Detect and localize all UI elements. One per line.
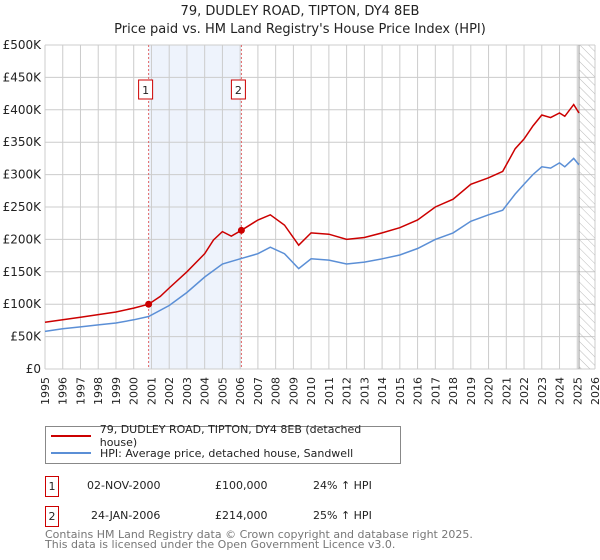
y-tick-label: £400K — [3, 103, 43, 117]
x-tick-label: 1995 — [39, 377, 52, 405]
sale-hpi: 24% ↑ HPI — [313, 479, 372, 492]
footer-licence: This data is licensed under the Open Gov… — [45, 538, 396, 551]
y-tick-label: £500K — [3, 38, 43, 52]
x-tick-label: 2011 — [323, 377, 336, 405]
x-tick-label: 2017 — [429, 377, 442, 405]
legend-label: HPI: Average price, detached house, Sand… — [100, 446, 354, 460]
sale-label: 2 — [235, 84, 242, 97]
sale-price: £214,000 — [215, 509, 268, 522]
x-tick-label: 2010 — [305, 377, 318, 405]
x-tick-label: 2009 — [287, 377, 300, 405]
series-line — [44, 103, 580, 324]
legend-swatch-red — [51, 435, 91, 437]
chart-title: 79, DUDLEY ROAD, TIPTON, DY4 8EB — [180, 4, 420, 19]
chart-subtitle: Price paid vs. HM Land Registry's House … — [114, 22, 486, 37]
y-tick-label: £150K — [3, 265, 43, 279]
x-tick-label: 2015 — [394, 377, 407, 405]
x-tick-label: 2021 — [500, 377, 513, 405]
sale-date: 02-NOV-2000 — [87, 479, 161, 492]
x-tick-label: 2026 — [589, 377, 600, 405]
x-tick-label: 2002 — [163, 377, 176, 405]
x-tick-label: 2004 — [199, 377, 212, 405]
legend-swatch-blue — [51, 452, 91, 454]
legend-label: 79, DUDLEY ROAD, TIPTON, DY4 8EB (detach… — [99, 423, 362, 449]
y-tick-label: £350K — [3, 135, 43, 149]
y-tick-label: £300K — [3, 168, 43, 182]
x-tick-label: 2003 — [181, 377, 194, 405]
sale-badge: 2 — [45, 506, 59, 527]
x-tick-label: 2007 — [252, 377, 265, 405]
x-tick-label: 2008 — [270, 377, 283, 405]
sale-label-box — [230, 79, 246, 100]
sale-label: 1 — [142, 84, 149, 97]
x-tick-label: 1997 — [74, 377, 87, 405]
x-tick-label: 2013 — [358, 377, 371, 405]
sale-point — [237, 226, 245, 234]
sale-badge: 1 — [45, 476, 59, 497]
x-tick-label: 2020 — [483, 377, 496, 405]
x-tick-label: 2001 — [145, 377, 158, 405]
x-tick-label: 2023 — [536, 377, 549, 405]
sale-price: £100,000 — [215, 479, 268, 492]
x-tick-label: 2018 — [447, 377, 460, 405]
series-line — [44, 157, 580, 333]
x-tick-label: 2006 — [234, 377, 247, 405]
hatched-future-region — [579, 45, 595, 369]
x-tick-label: 1998 — [92, 377, 105, 405]
y-tick-label: £100K — [3, 297, 43, 311]
footer: Contains HM Land Registry data © Crown c… — [45, 528, 473, 551]
sale-point — [145, 300, 153, 308]
sale-row: 1 02-NOV-2000 £100,000 24% ↑ HPI — [45, 476, 445, 497]
x-tick-label: 1996 — [57, 377, 70, 405]
sale-date: 24-JAN-2006 — [91, 509, 161, 522]
x-tick-label: 2019 — [465, 377, 478, 405]
legend-item-hpi: HPI: Average price, detached house, Sand… — [51, 445, 353, 461]
x-tick-label: 2000 — [128, 377, 141, 405]
legend: 79, DUDLEY ROAD, TIPTON, DY4 8EB (detach… — [45, 423, 401, 464]
x-tick-label: 2014 — [376, 377, 389, 405]
x-tick-label: 2005 — [216, 377, 229, 405]
price-chart: 1995 1996 1997 1998 1999 2000 2001 2002 2003 2004… — [3, 38, 600, 405]
legend-item-property: 79, DUDLEY ROAD, TIPTON, DY4 8EB (detach… — [51, 423, 400, 449]
y-tick-label: £50K — [10, 330, 42, 344]
footer-copyright: Contains HM Land Registry data © Crown c… — [45, 528, 473, 541]
x-tick-label: 1999 — [110, 377, 123, 405]
y-tick-label: £250K — [3, 200, 43, 214]
sale-row: 2 24-JAN-2006 £214,000 25% ↑ HPI — [45, 506, 445, 527]
y-tick-label: £200K — [3, 232, 43, 246]
x-tick-label: 2012 — [341, 377, 354, 405]
x-tick-label: 2025 — [571, 377, 584, 405]
y-tick-label: £450K — [3, 70, 43, 84]
x-tick-label: 2016 — [412, 377, 425, 405]
x-tick-label: 2022 — [518, 377, 531, 405]
x-tick-label: 2024 — [554, 377, 567, 405]
y-tick-label: £0 — [26, 362, 41, 376]
sale-label-box — [138, 79, 154, 100]
sale-hpi: 25% ↑ HPI — [313, 509, 372, 522]
